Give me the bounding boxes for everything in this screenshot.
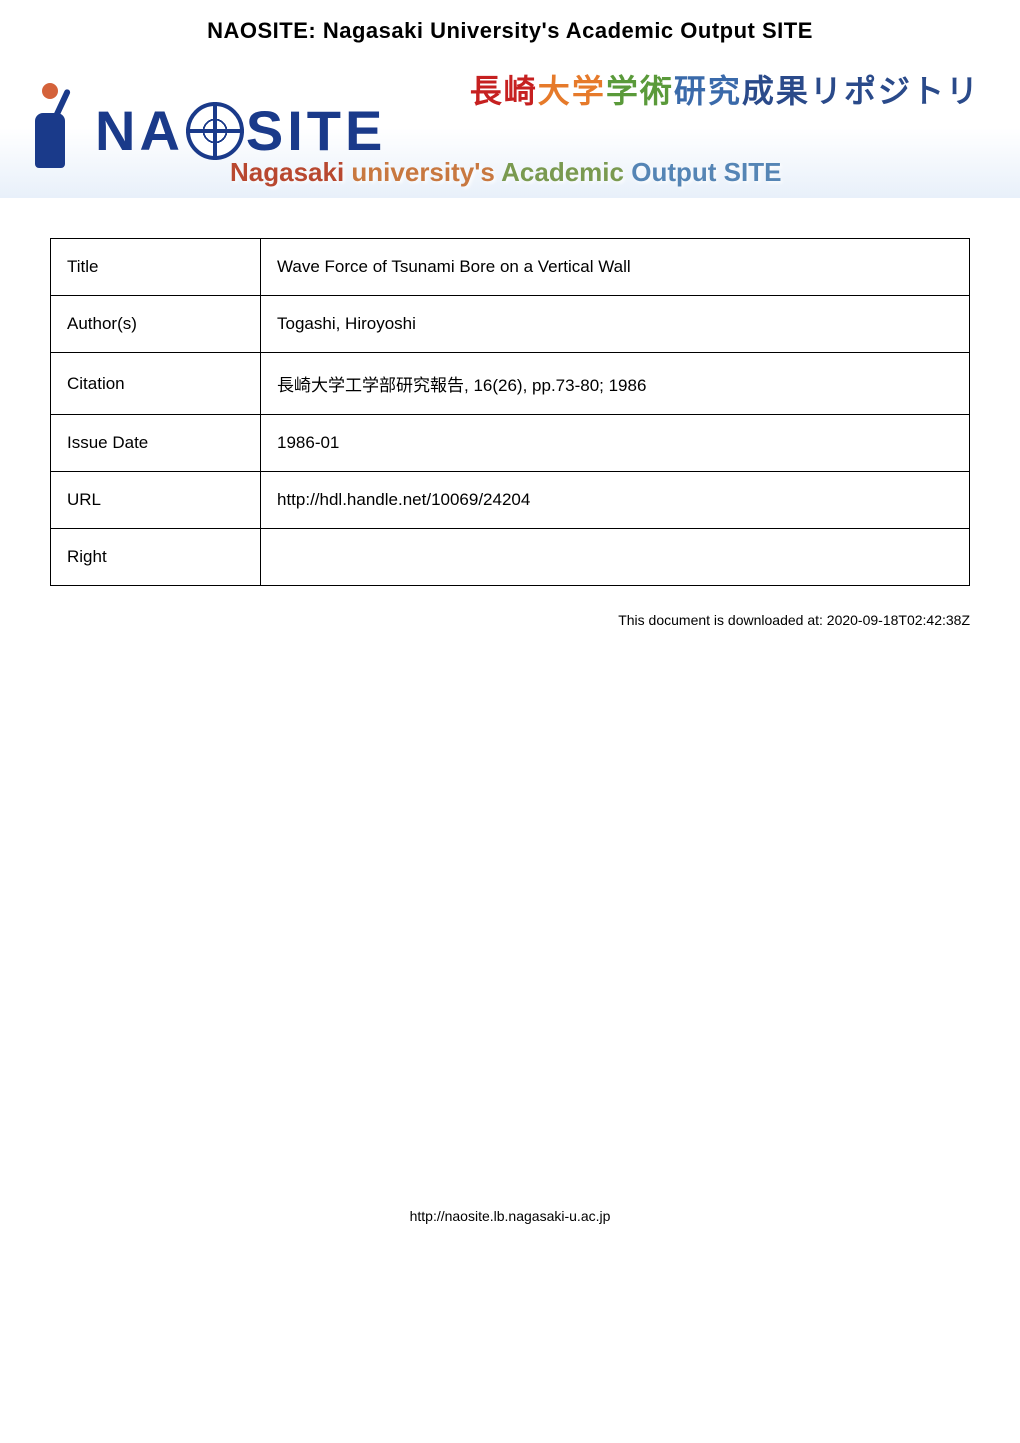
jp-char: 果 bbox=[776, 73, 810, 109]
table-row: Author(s)Togashi, Hiroyoshi bbox=[51, 296, 970, 353]
table-row: TitleWave Force of Tsunami Bore on a Ver… bbox=[51, 239, 970, 296]
metadata-table: TitleWave Force of Tsunami Bore on a Ver… bbox=[50, 238, 970, 586]
page-header-title: NAOSITE: Nagasaki University's Academic … bbox=[0, 0, 1020, 58]
download-timestamp: This document is downloaded at: 2020-09-… bbox=[0, 606, 1020, 628]
en-word: Output bbox=[631, 157, 723, 187]
metadata-label: Author(s) bbox=[51, 296, 261, 353]
metadata-label: Citation bbox=[51, 353, 261, 415]
table-row: URLhttp://hdl.handle.net/10069/24204 bbox=[51, 472, 970, 529]
metadata-label: URL bbox=[51, 472, 261, 529]
jp-char: 究 bbox=[708, 73, 742, 109]
table-row: Right bbox=[51, 529, 970, 586]
jp-char: 学 bbox=[572, 73, 606, 109]
jp-char: 研 bbox=[674, 73, 708, 109]
metadata-value: 長崎大学工学部研究報告, 16(26), pp.73-80; 1986 bbox=[261, 353, 970, 415]
en-word: Nagasaki bbox=[230, 157, 351, 187]
logo-prefix: NA bbox=[95, 98, 184, 163]
table-row: Issue Date1986-01 bbox=[51, 415, 970, 472]
jp-char: 崎 bbox=[504, 73, 538, 109]
repository-banner: 長崎大学学術研究成果リポジトリ NA SITE Nagasaki univers… bbox=[0, 58, 1020, 198]
banner-naosite-logo: NA SITE bbox=[95, 98, 386, 163]
logo-suffix: SITE bbox=[246, 98, 386, 163]
metadata-value: 1986-01 bbox=[261, 415, 970, 472]
metadata-value: http://hdl.handle.net/10069/24204 bbox=[261, 472, 970, 529]
metadata-value bbox=[261, 529, 970, 586]
footer-url: http://naosite.lb.nagasaki-u.ac.jp bbox=[0, 628, 1020, 1244]
metadata-value: Togashi, Hiroyoshi bbox=[261, 296, 970, 353]
jp-char: 長 bbox=[470, 73, 504, 109]
metadata-label: Right bbox=[51, 529, 261, 586]
jp-char: 大 bbox=[538, 73, 572, 109]
globe-icon bbox=[186, 102, 244, 160]
banner-english-subtitle: Nagasaki university's Academic Output SI… bbox=[230, 157, 781, 188]
banner-japanese-title: 長崎大学学術研究成果リポジトリ bbox=[470, 66, 980, 112]
jp-char: ト bbox=[912, 73, 946, 109]
jp-char: リ bbox=[810, 73, 844, 109]
jp-char: 成 bbox=[742, 73, 776, 109]
en-word: Academic bbox=[501, 157, 631, 187]
banner-person-figure bbox=[20, 78, 80, 178]
jp-char: リ bbox=[946, 73, 980, 109]
jp-char: ジ bbox=[878, 73, 912, 109]
jp-char: ポ bbox=[844, 73, 878, 109]
en-word: university's bbox=[351, 157, 501, 187]
metadata-label: Title bbox=[51, 239, 261, 296]
metadata-value: Wave Force of Tsunami Bore on a Vertical… bbox=[261, 239, 970, 296]
metadata-label: Issue Date bbox=[51, 415, 261, 472]
en-word: SITE bbox=[724, 157, 782, 187]
table-row: Citation長崎大学工学部研究報告, 16(26), pp.73-80; 1… bbox=[51, 353, 970, 415]
jp-char: 術 bbox=[640, 73, 674, 109]
jp-char: 学 bbox=[606, 73, 640, 109]
